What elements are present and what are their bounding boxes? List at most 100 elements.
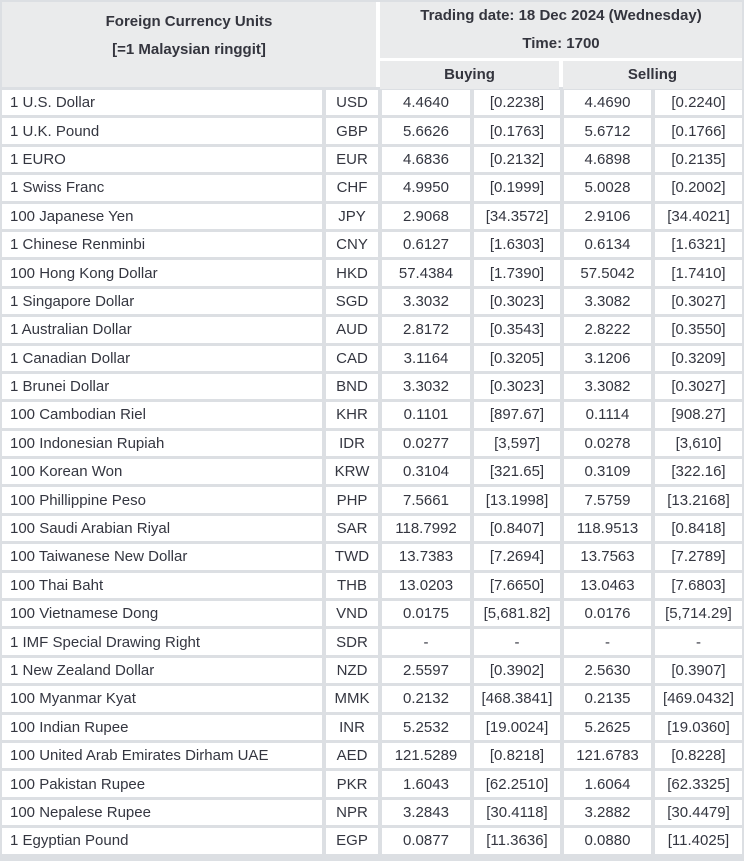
currency-name: 1 U.K. Pound — [2, 118, 322, 144]
selling-units-per-myr: [0.3027] — [655, 373, 742, 400]
selling-units-per-myr: [30.4479] — [655, 799, 742, 826]
currency-code: HKD — [326, 260, 378, 286]
selling-rate: 2.8222 — [564, 317, 651, 343]
selling-units-per-myr: [0.2002] — [655, 175, 742, 201]
buying-units-per-myr: [897.67] — [474, 402, 560, 428]
currency-code: THB — [326, 572, 378, 599]
currency-code: NPR — [326, 799, 378, 826]
currency-code: VND — [326, 601, 378, 627]
selling-units-per-myr: [0.3209] — [655, 345, 742, 371]
selling-units-per-myr: [0.2135] — [655, 146, 742, 173]
buying-units-per-myr: [11.3636] — [474, 828, 560, 854]
buying-units-per-myr: [30.4118] — [474, 799, 560, 826]
currency-code: CNY — [326, 231, 378, 258]
buying-rate: 2.8172 — [382, 317, 470, 343]
currency-code: SAR — [326, 515, 378, 542]
currency-code: PKR — [326, 771, 378, 797]
currency-code: EGP — [326, 828, 378, 854]
selling-units-per-myr: [0.3907] — [655, 657, 742, 684]
selling-units-per-myr: [1.7410] — [655, 260, 742, 286]
selling-units-per-myr: [19.0360] — [655, 714, 742, 740]
selling-rate: 2.5630 — [564, 657, 651, 684]
selling-rate: 1.6064 — [564, 771, 651, 797]
table-header: Foreign Currency Units [=1 Malaysian rin… — [2, 2, 742, 89]
selling-units-per-myr: [322.16] — [655, 459, 742, 485]
selling-units-per-myr: [0.2240] — [655, 90, 742, 116]
buying-rate: 4.6836 — [382, 146, 470, 173]
buying-units-per-myr: [19.0024] — [474, 714, 560, 740]
buying-units-per-myr: [7.2694] — [474, 544, 560, 570]
selling-units-per-myr: [11.4025] — [655, 828, 742, 854]
buying-units-per-myr: [1.6303] — [474, 231, 560, 258]
buying-units-per-myr: [0.1999] — [474, 175, 560, 201]
selling-units-per-myr: [0.3027] — [655, 288, 742, 315]
currency-code: CAD — [326, 345, 378, 371]
selling-rate: 0.0880 — [564, 828, 651, 854]
buying-units-per-myr: - — [474, 629, 560, 655]
buying-rate: 7.5661 — [382, 487, 470, 513]
buying-rate: 3.1164 — [382, 345, 470, 371]
currency-name: 100 Phillippine Peso — [2, 487, 322, 513]
buying-units-per-myr: [0.3543] — [474, 317, 560, 343]
selling-units-per-myr: [0.1766] — [655, 118, 742, 144]
buying-units-per-myr: [0.3902] — [474, 657, 560, 684]
buying-rate: 2.9068 — [382, 203, 470, 229]
selling-units-per-myr: [1.6321] — [655, 231, 742, 258]
currency-code: IDR — [326, 430, 378, 457]
currency-name: 100 Japanese Yen — [2, 203, 322, 229]
currency-code: NZD — [326, 657, 378, 684]
selling-units-per-myr: [0.3550] — [655, 317, 742, 343]
buying-units-per-myr: [0.3023] — [474, 288, 560, 315]
buying-rate: 3.2843 — [382, 799, 470, 826]
buying-units-per-myr: [5,681.82] — [474, 601, 560, 627]
selling-rate: 3.3082 — [564, 288, 651, 315]
currency-code: TWD — [326, 544, 378, 570]
currency-code: EUR — [326, 146, 378, 173]
selling-rate: 7.5759 — [564, 487, 651, 513]
table-title: Foreign Currency Units — [105, 13, 273, 30]
currency-name: 100 Thai Baht — [2, 572, 322, 599]
table-title-cell: Foreign Currency Units [=1 Malaysian rin… — [2, 2, 376, 87]
buying-rate: 2.5597 — [382, 657, 470, 684]
selling-rate: 5.2625 — [564, 714, 651, 740]
buying-rate: 5.6626 — [382, 118, 470, 144]
currency-name: 1 Australian Dollar — [2, 317, 322, 343]
selling-rate: 0.0176 — [564, 601, 651, 627]
currency-name: 100 Taiwanese New Dollar — [2, 544, 322, 570]
buying-rate: 121.5289 — [382, 742, 470, 769]
buying-rate: 0.1101 — [382, 402, 470, 428]
selling-units-per-myr: [5,714.29] — [655, 601, 742, 627]
currency-name: 1 New Zealand Dollar — [2, 657, 322, 684]
currency-name: 1 IMF Special Drawing Right — [2, 629, 322, 655]
buying-units-per-myr: [7.6650] — [474, 572, 560, 599]
selling-rate: 3.3082 — [564, 373, 651, 400]
currency-name: 1 U.S. Dollar — [2, 90, 322, 116]
buying-units-per-myr: [13.1998] — [474, 487, 560, 513]
buying-units-per-myr: [0.2238] — [474, 90, 560, 116]
buying-rate: 0.2132 — [382, 686, 470, 712]
currency-code: INR — [326, 714, 378, 740]
buying-rate: 0.0877 — [382, 828, 470, 854]
currency-code: GBP — [326, 118, 378, 144]
currency-code: AED — [326, 742, 378, 769]
buying-rate: 4.4640 — [382, 90, 470, 116]
selling-units-per-myr: [13.2168] — [655, 487, 742, 513]
buying-rate: 13.7383 — [382, 544, 470, 570]
buying-rate: 5.2532 — [382, 714, 470, 740]
buying-column-header: Buying — [380, 61, 559, 89]
buying-rate: 118.7992 — [382, 515, 470, 542]
selling-rate: 5.0028 — [564, 175, 651, 201]
currency-name: 100 Myanmar Kyat — [2, 686, 322, 712]
selling-units-per-myr: [7.6803] — [655, 572, 742, 599]
buying-rate: 13.0203 — [382, 572, 470, 599]
currency-code: KRW — [326, 459, 378, 485]
currency-name: 1 Egyptian Pound — [2, 828, 322, 854]
selling-rate: 0.6134 — [564, 231, 651, 258]
buying-rate: 0.0277 — [382, 430, 470, 457]
selling-rate: 2.9106 — [564, 203, 651, 229]
trading-date: Trading date: 18 Dec 2024 (Wednesday) — [420, 7, 702, 25]
currency-code: SGD — [326, 288, 378, 315]
selling-units-per-myr: - — [655, 629, 742, 655]
selling-rate: 0.2135 — [564, 686, 651, 712]
